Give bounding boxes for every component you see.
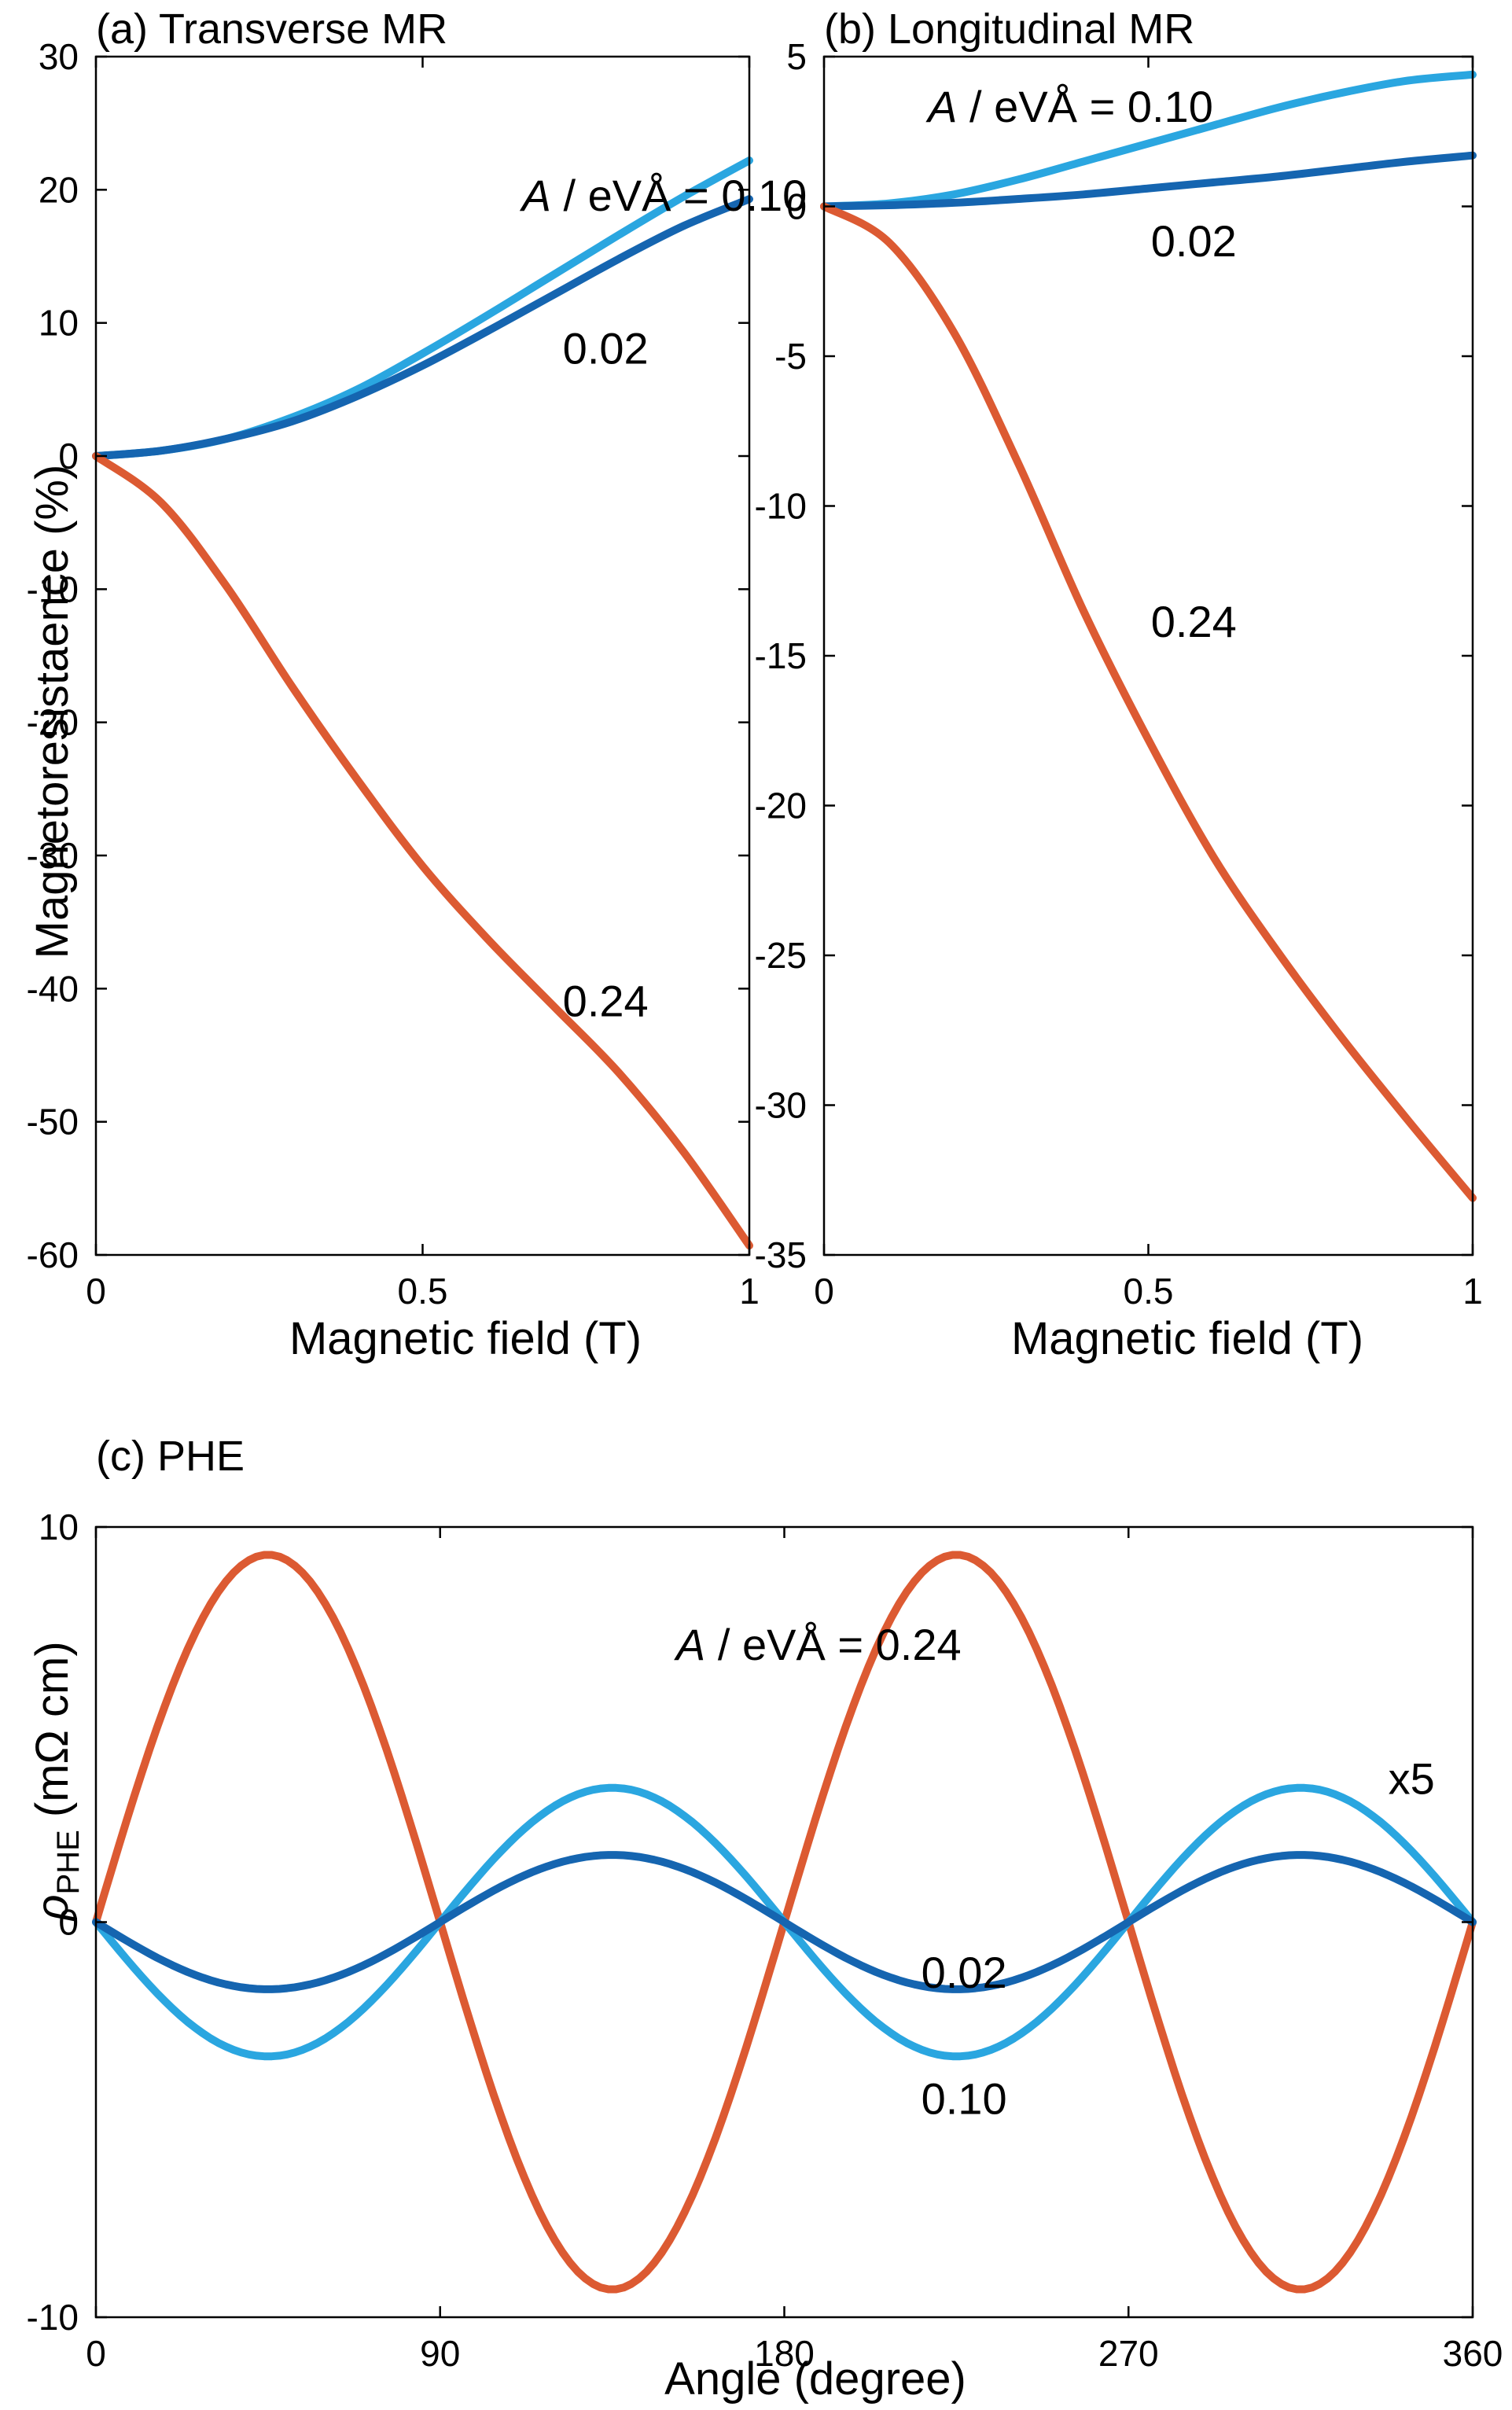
annotation-a-2: 0.24: [563, 976, 649, 1025]
x-tick-label-b: 1: [1462, 1271, 1483, 1312]
annotation-a-1: 0.02: [563, 324, 649, 373]
y-tick-label-b: -10: [755, 486, 807, 527]
y-tick-label-b: -20: [755, 786, 807, 826]
y-tick-label-b: -15: [755, 635, 807, 676]
annotation-c-2: 0.02: [922, 1948, 1007, 1997]
y-tick-label-a: -20: [27, 702, 79, 743]
x-tick-label-c: 270: [1098, 2333, 1159, 2374]
y-tick-label-a: -10: [27, 568, 79, 609]
y-tick-label-a: 0: [58, 436, 79, 476]
x-tick-label-a: 0: [86, 1271, 106, 1312]
annotation-c-0: A / eVÅ = 0.24: [674, 1620, 962, 1669]
panel-c-ylabel: ρPHE (mΩ cm): [27, 1641, 86, 1922]
plot-frame-a: [94, 55, 751, 1257]
series-line-a-2: [92, 452, 753, 1250]
annotation-b-1: 0.02: [1151, 216, 1237, 266]
series-line-c-2: [92, 1851, 1477, 1993]
series-line-b-0: [820, 70, 1477, 211]
y-tick-label-b: 5: [786, 36, 807, 77]
y-tick-label-a: -60: [27, 1234, 79, 1275]
annotation-c-1: x5: [1389, 1754, 1435, 1804]
x-tick-label-a: 0.5: [398, 1271, 448, 1312]
series-line-a-1: [92, 195, 753, 460]
series-line-b-2: [820, 202, 1477, 1202]
panel-b-longitudinal-mr: (b) Longitudinal MR 0 0.5 1 5 0 -5 -10 -15 -20 -2…: [755, 6, 1483, 1364]
y-tick-label-a: -50: [27, 1102, 79, 1142]
y-tick-label-a: 30: [39, 36, 79, 77]
y-tick-label-c: -10: [27, 2297, 79, 2338]
y-tick-label-a: -30: [27, 835, 79, 876]
x-tick-label-a: 1: [739, 1271, 760, 1312]
panel-c-xlabel: Angle (degree): [664, 2353, 966, 2404]
panel-a-ylabel: Magnetoresistaence (%): [27, 465, 78, 959]
panel-b-xlabel: Magnetic field (T): [1011, 1313, 1363, 1364]
panel-a-xlabel: Magnetic field (T): [289, 1313, 642, 1364]
panel-a-transverse-mr: (a) Transverse MR 0 0.5 1 30 20 10 0 -10 -20 -30 -…: [27, 6, 808, 1364]
annotation-c-3: 0.10: [922, 2074, 1007, 2124]
x-tick-label-b: 0.5: [1124, 1271, 1174, 1312]
y-tick-label-b: -25: [755, 935, 807, 976]
series-line-b-1: [820, 151, 1477, 211]
y-tick-label-c: 10: [39, 1507, 79, 1547]
y-tick-label-b: -5: [774, 336, 807, 377]
x-tick-label-c: 90: [420, 2333, 460, 2374]
y-tick-label-b: 0: [786, 186, 807, 227]
x-tick-label-b: 0: [814, 1271, 834, 1312]
x-tick-label-c: 180: [754, 2333, 815, 2374]
x-tick-label-c: 0: [86, 2333, 106, 2374]
annotation-b-0: A / eVÅ = 0.10: [925, 82, 1213, 131]
panel-c-title: (c) PHE: [96, 1433, 245, 1480]
y-tick-label-c: 0: [58, 1902, 79, 1943]
x-tick-label-c: 360: [1443, 2333, 1503, 2374]
y-tick-label-a: 20: [39, 169, 79, 210]
annotation-b-2: 0.24: [1151, 597, 1237, 646]
y-tick-label-b: -30: [755, 1085, 807, 1126]
y-tick-label-a: 10: [39, 303, 79, 344]
y-tick-label-a: -40: [27, 968, 79, 1009]
y-tick-label-b: -35: [755, 1234, 807, 1275]
panel-a-title: (a) Transverse MR: [96, 6, 447, 53]
annotation-a-0: A / eVÅ = 0.10: [520, 171, 808, 220]
panel-b-title: (b) Longitudinal MR: [824, 6, 1194, 53]
